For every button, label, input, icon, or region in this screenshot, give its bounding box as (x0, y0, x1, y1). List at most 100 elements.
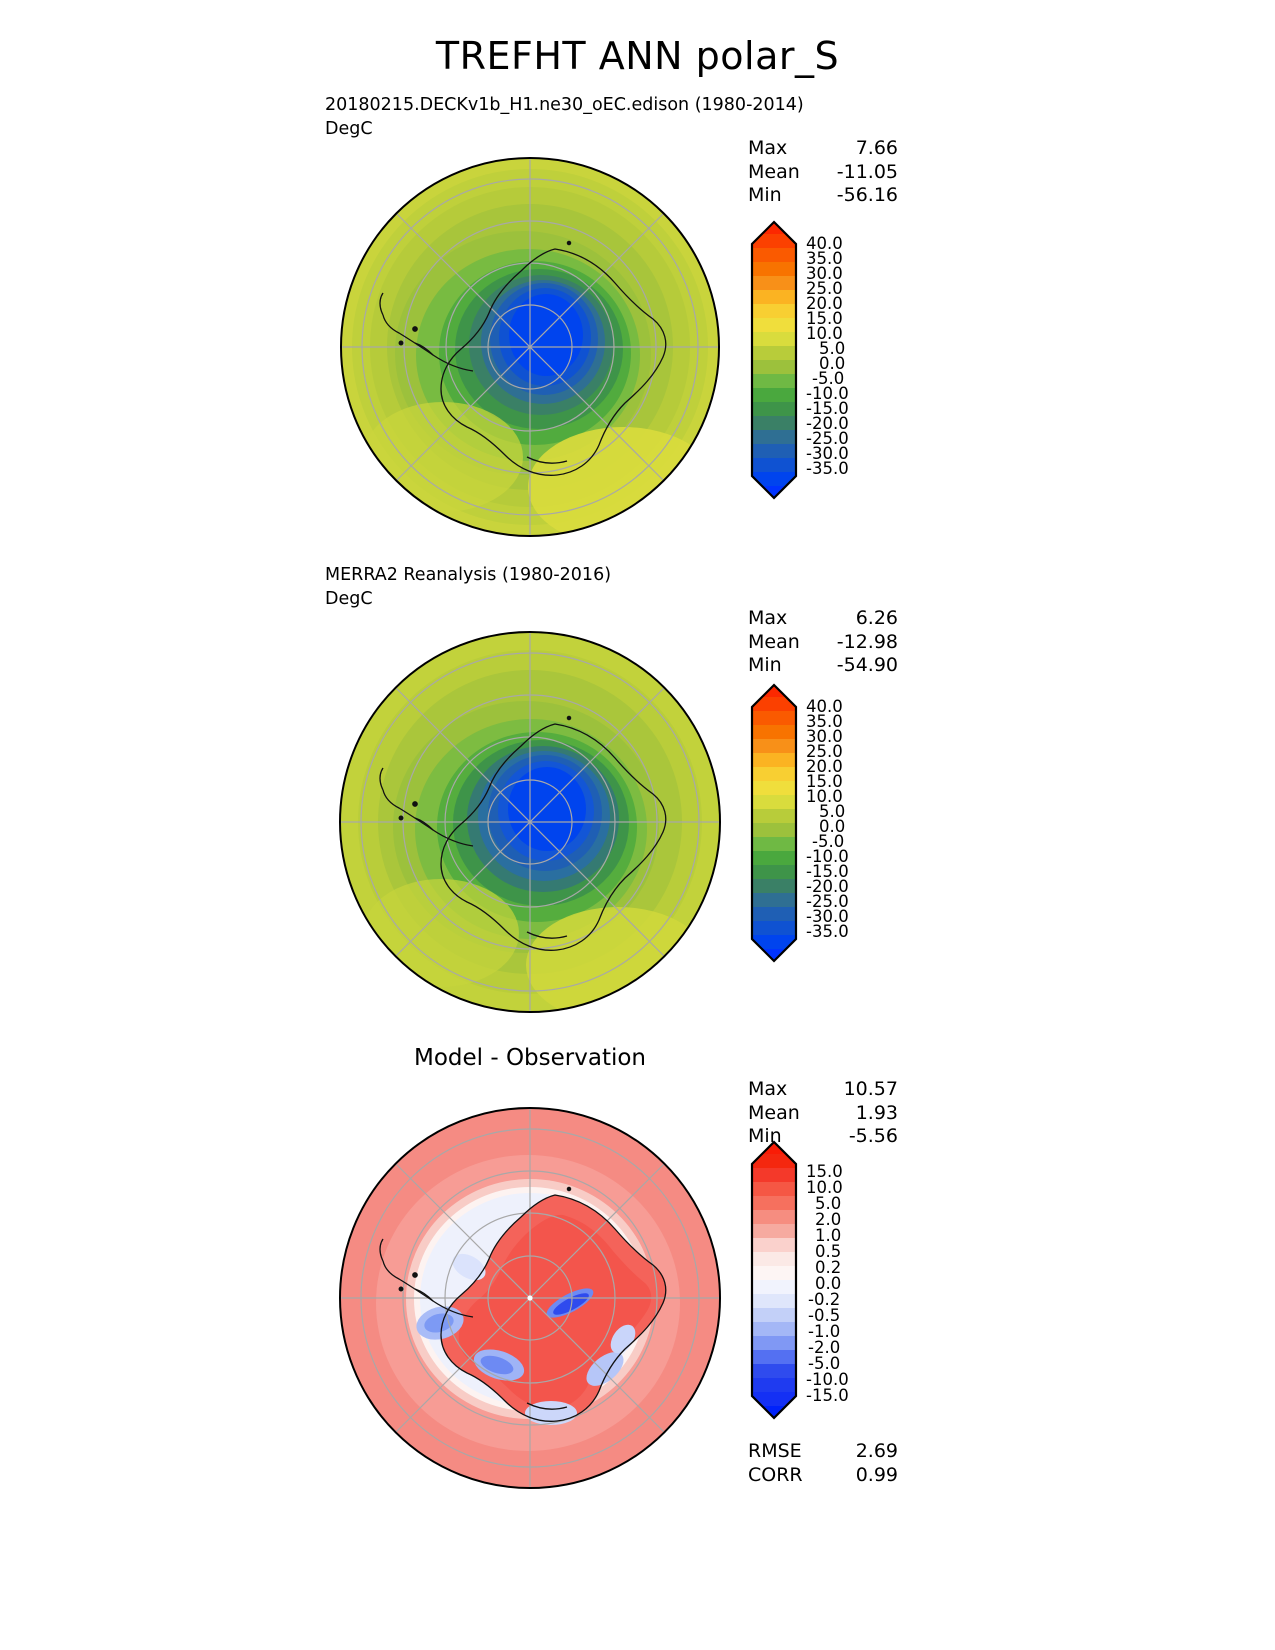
stat-label: Mean (748, 630, 800, 653)
cbar-tick: -5.0 (812, 831, 845, 851)
cbar-tick: -20.0 (806, 876, 849, 896)
cbar-tick: 0.0 (819, 353, 846, 373)
colorbar-observation: 40.0 35.0 30.0 25.0 20.0 15.0 10.0 5.0 0… (748, 683, 849, 963)
stat-value: -54.90 (836, 654, 898, 676)
stat-value: -11.05 (836, 160, 898, 183)
cbar-tick: 30.0 (806, 726, 843, 746)
cbar-tick: -15.0 (806, 1385, 849, 1405)
cbar-tick: -0.5 (808, 1305, 841, 1325)
stat-row: Max 6.26 (748, 607, 898, 631)
cbar-tick: -30.0 (806, 906, 849, 926)
cbar-tick: 25.0 (806, 278, 843, 298)
stat-label: Mean (748, 1101, 800, 1124)
cbar-tick: 0.5 (815, 1241, 842, 1261)
cbar-tick: -25.0 (806, 891, 849, 911)
polar-map-observation (323, 627, 738, 1017)
cbar-tick: -10.0 (806, 1369, 849, 1389)
panel-title-difference: Model - Observation (413, 1045, 647, 1071)
cbar-tick: -35.0 (806, 921, 849, 941)
stat-value: -12.98 (836, 630, 898, 653)
cbar-tick: 10.0 (806, 1177, 843, 1197)
polar-map-model (323, 157, 738, 537)
metric-label: RMSE (748, 1440, 802, 1462)
stat-row: Max 7.66 (748, 137, 898, 161)
cbar-tick: -25.0 (806, 428, 849, 448)
cbar-tick: -5.0 (812, 368, 845, 388)
cbar-tick: 15.0 (806, 771, 843, 791)
graticule (341, 158, 719, 536)
panel-model: 20180215.DECKv1b_H1.ne30_oEC.edison (198… (0, 95, 1275, 555)
panel-units-model: DegC (325, 119, 373, 139)
cbar-tick: -2.0 (808, 1337, 841, 1357)
cbar-tick: 5.0 (819, 338, 846, 358)
cbar-tick: 5.0 (819, 801, 846, 821)
stat-label: Max (748, 137, 788, 159)
metrics-difference: RMSE 2.69 CORR 0.99 (748, 1440, 898, 1487)
panel-title-model: 20180215.DECKv1b_H1.ne30_oEC.edison (198… (325, 95, 804, 115)
coastline (379, 1186, 667, 1422)
cbar-tick: 15.0 (806, 1161, 843, 1181)
map-boundary (340, 157, 720, 537)
stat-label: Max (748, 607, 788, 629)
cbar-tick: 35.0 (806, 248, 843, 268)
cbar-tick: 5.0 (815, 1193, 842, 1213)
stat-row: Mean -11.05 (748, 161, 898, 185)
coastline (379, 240, 667, 476)
panel-title-observation: MERRA2 Reanalysis (1980-2016) (325, 565, 612, 585)
pole-marker (527, 1295, 533, 1301)
cbar-tick: -15.0 (806, 861, 849, 881)
polar-map-svg (339, 631, 721, 1013)
polar-map-svg (340, 157, 720, 537)
metric-row: CORR 0.99 (748, 1464, 898, 1488)
stat-row: Min -56.16 (748, 184, 898, 208)
colorbar-bands (752, 222, 796, 498)
cbar-tick: -5.0 (808, 1353, 841, 1373)
panel-units-observation: DegC (325, 589, 373, 609)
colorbar-bands (752, 685, 796, 961)
stat-row: Min -54.90 (748, 654, 898, 678)
cbar-tick: -10.0 (806, 846, 849, 866)
stats-difference: Max 10.57 Mean 1.93 Min -5.56 (748, 1078, 898, 1149)
cbar-tick: 20.0 (806, 756, 843, 776)
stat-label: Mean (748, 160, 800, 183)
coastline (379, 715, 667, 951)
cbar-tick: 1.0 (815, 1225, 842, 1245)
colorbar-model: 40.0 35.0 30.0 25.0 20.0 15.0 10.0 5.0 0… (748, 220, 849, 500)
cbar-tick: 15.0 (806, 308, 843, 328)
metric-label: CORR (748, 1463, 803, 1486)
cbar-tick: 40.0 (806, 233, 843, 253)
panel-observation: MERRA2 Reanalysis (1980-2016) DegC Max 6.… (0, 565, 1275, 1035)
cbar-tick: 10.0 (806, 786, 843, 806)
cbar-tick: -35.0 (806, 458, 849, 478)
cbar-tick: -30.0 (806, 443, 849, 463)
stat-value: 10.57 (843, 1078, 898, 1100)
stat-value: -5.56 (848, 1125, 898, 1147)
cbar-tick: 30.0 (806, 263, 843, 283)
stat-label: Min (748, 184, 782, 206)
cbar-tick: -0.2 (808, 1289, 841, 1309)
stat-label: Max (748, 1078, 788, 1100)
stat-row: Mean -12.98 (748, 631, 898, 655)
metric-value: 2.69 (855, 1440, 898, 1462)
cbar-tick: 2.0 (815, 1209, 842, 1229)
stat-value: 1.93 (855, 1101, 898, 1124)
stats-model: Max 7.66 Mean -11.05 Min -56.16 (748, 137, 898, 208)
metric-row: RMSE 2.69 (748, 1440, 898, 1464)
cbar-tick: 10.0 (806, 323, 843, 343)
graticule (340, 632, 720, 1012)
cbar-tick: 20.0 (806, 293, 843, 313)
cbar-tick: 0.0 (819, 816, 846, 836)
cbar-tick: 0.2 (815, 1257, 842, 1277)
polar-map-svg (339, 1107, 721, 1489)
cbar-tick: -15.0 (806, 398, 849, 418)
stats-observation: Max 6.26 Mean -12.98 Min -54.90 (748, 607, 898, 678)
metric-value: 0.99 (855, 1463, 898, 1486)
panel-difference: Model - Observation Max 10.57 Mean 1.93 Mi… (0, 1045, 1275, 1505)
cbar-tick: -1.0 (808, 1321, 841, 1341)
colorbar-bands (752, 1142, 796, 1418)
cbar-tick: -10.0 (806, 383, 849, 403)
colorbar-difference: 15.0 10.0 5.0 2.0 1.0 0.5 0.2 0.0 -0.2 -… (748, 1140, 849, 1420)
cbar-tick: -20.0 (806, 413, 849, 433)
polar-map-difference (323, 1107, 738, 1489)
stat-label: Min (748, 654, 782, 676)
